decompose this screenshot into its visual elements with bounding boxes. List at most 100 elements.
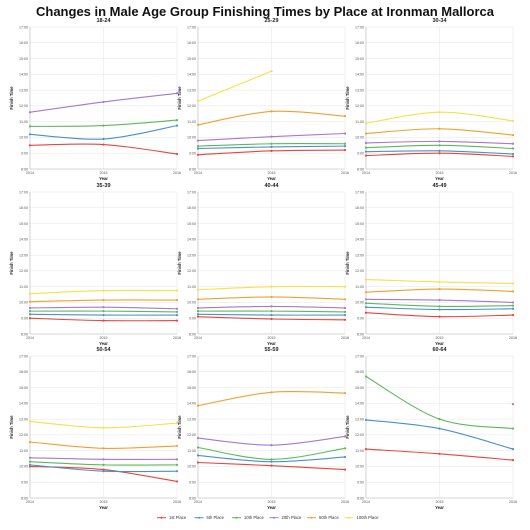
data-point-20th-place — [28, 306, 32, 310]
x-axis-label: Year — [267, 176, 276, 181]
data-point-10th-place — [102, 463, 105, 466]
data-point-100th-place — [364, 122, 368, 125]
legend-item-100th-place: 100th Place — [344, 515, 380, 520]
x-tick-label: 2014 — [26, 500, 34, 504]
y-tick-label: 9:00 — [21, 317, 28, 321]
y-axis-label: Finish Time — [9, 86, 14, 110]
y-tick-label: 17:00 — [19, 354, 28, 358]
data-point-10th-place — [175, 310, 179, 314]
data-point-1st-place — [102, 143, 105, 146]
y-tick-label: 11:00 — [19, 449, 28, 453]
x-tick-label: 2014 — [194, 500, 202, 504]
y-tick-label: 12:00 — [187, 269, 196, 273]
y-axis-label: Finish Time — [177, 86, 182, 110]
x-tick-label: 2016 — [509, 500, 517, 504]
y-tick-label: 8:00 — [21, 496, 28, 500]
data-point-50th-place — [28, 440, 32, 444]
data-point-10th-place — [102, 310, 105, 313]
x-tick-label: 2015 — [436, 500, 444, 504]
x-tick-label: 2015 — [268, 171, 276, 175]
y-tick-label: 15:00 — [187, 222, 196, 226]
data-point-20th-place — [511, 142, 515, 145]
data-point-1st-place — [28, 465, 32, 468]
x-tick-label: 2015 — [436, 336, 444, 340]
data-point-20th-place — [364, 298, 368, 301]
y-tick-label: 14:00 — [187, 238, 196, 242]
data-point-1st-place — [270, 464, 273, 467]
data-point-100th-place — [270, 285, 273, 288]
x-tick-label: 2014 — [362, 171, 370, 175]
panel-35-39: 35-39 8:00 9:00 10:00 11:00 12:00 13:00 14:00 15… — [9, 183, 181, 346]
x-tick-label: 2016 — [341, 171, 349, 175]
data-point-10th-place — [102, 124, 105, 127]
y-tick-label: 13:00 — [355, 417, 364, 421]
legend-item-10th-place: 10th Place — [232, 515, 264, 520]
data-point-10th-place — [364, 146, 368, 149]
data-point-10th-place — [196, 145, 200, 148]
y-tick-label: 17:00 — [187, 190, 196, 194]
y-tick-label: 15:00 — [187, 57, 196, 61]
y-tick-label: 16:00 — [355, 41, 364, 45]
data-point-5th-place — [343, 145, 347, 148]
y-tick-label: 9:00 — [357, 152, 364, 156]
y-tick-label: 10:00 — [355, 301, 364, 305]
y-tick-label: 15:00 — [187, 386, 196, 390]
data-point-100th-place — [28, 292, 32, 295]
panel-title: 30-34 — [432, 18, 447, 24]
data-point-1st-place — [196, 315, 200, 318]
data-point-5th-place — [438, 149, 441, 152]
data-point-20th-place — [511, 301, 515, 304]
data-point-10th-place — [438, 144, 441, 147]
y-tick-label: 11:00 — [355, 449, 364, 453]
legend-label: 20th Place — [282, 515, 302, 520]
panel-18-24: 18-24 8:00 9:00 10:00 11:00 12:00 13:00 14:00 15… — [9, 18, 181, 181]
data-point-1st-place — [438, 452, 441, 455]
legend-marker — [348, 516, 350, 519]
data-point-1st-place — [28, 317, 32, 320]
y-tick-label: 11:00 — [187, 285, 196, 289]
y-tick-label: 13:00 — [187, 253, 196, 257]
legend-item-1st-place: 1st Place — [157, 515, 187, 520]
legend-item-50th-place: 50th Place — [307, 515, 339, 520]
x-tick-label: 2014 — [362, 500, 370, 504]
legend-marker — [198, 516, 200, 519]
legend-label: 100th Place — [357, 515, 380, 520]
x-tick-label: 2014 — [362, 336, 370, 340]
data-point-100th-place — [102, 426, 105, 429]
data-point-10th-place — [438, 418, 441, 421]
data-point-20th-place — [196, 139, 200, 142]
data-point-10th-place — [511, 304, 515, 307]
legend-marker — [310, 516, 313, 519]
y-tick-label: 13:00 — [355, 253, 364, 257]
x-tick-label: 2015 — [436, 171, 444, 175]
data-point-10th-place — [270, 310, 273, 313]
y-tick-label: 8:00 — [189, 332, 196, 336]
data-point-1st-place — [175, 319, 179, 322]
data-point-5th-place — [196, 313, 200, 316]
x-axis-label: Year — [435, 341, 444, 346]
data-point-1st-place — [438, 152, 441, 155]
y-tick-label: 8:00 — [189, 496, 196, 500]
panel-title: 60-64 — [432, 347, 447, 353]
data-point-100th-place — [364, 278, 368, 281]
data-point-10th-place — [364, 302, 368, 305]
x-axis-label: Year — [267, 505, 276, 510]
y-tick-label: 11:00 — [187, 449, 196, 453]
data-point-5th-place — [196, 454, 200, 457]
data-point-1st-place — [343, 148, 347, 152]
data-point-20th-place — [28, 111, 32, 114]
data-point-20th-place — [511, 403, 515, 406]
y-tick-label: 16:00 — [355, 370, 364, 374]
y-tick-label: 10:00 — [355, 465, 364, 469]
y-tick-label: 13:00 — [19, 417, 28, 421]
panel-title: 40-44 — [264, 183, 279, 189]
data-point-20th-place — [438, 140, 441, 143]
data-point-10th-place — [343, 447, 347, 450]
data-point-50th-place — [175, 444, 179, 448]
data-point-100th-place — [102, 289, 105, 292]
y-tick-label: 12:00 — [355, 269, 364, 273]
data-point-20th-place — [102, 100, 105, 104]
data-point-20th-place — [343, 132, 347, 135]
data-point-20th-place — [270, 444, 273, 447]
